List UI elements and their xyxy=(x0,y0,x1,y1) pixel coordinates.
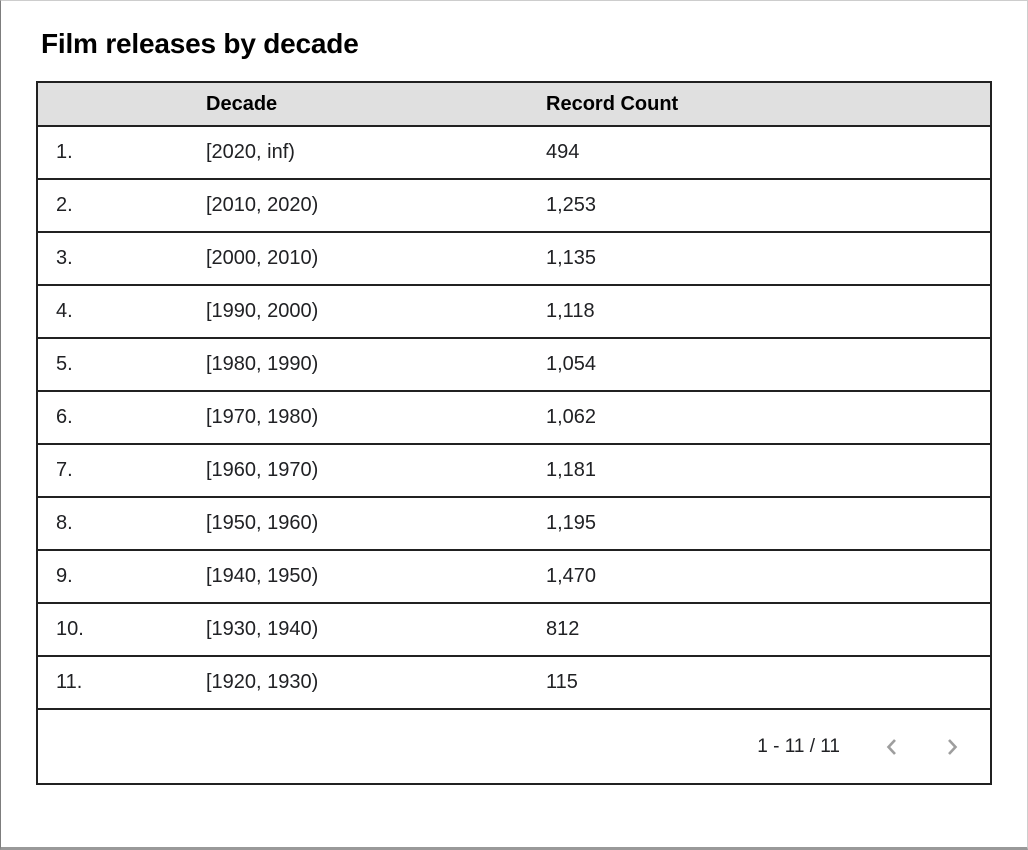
table-row: 9. [1940, 1950) 1,470 xyxy=(38,551,990,604)
row-number: 6. xyxy=(56,406,73,428)
record-count-cell: 1,054 xyxy=(546,353,597,375)
decade-cell: [1940, 1950) xyxy=(206,565,319,587)
decade-cell: [2000, 2010) xyxy=(206,247,319,269)
row-number: 11. xyxy=(56,671,83,693)
decade-cell: [1960, 1970) xyxy=(206,459,319,481)
column-header-decade[interactable]: Decade xyxy=(206,92,278,115)
record-count-cell: 1,470 xyxy=(546,565,597,587)
decade-cell: [1970, 1980) xyxy=(206,406,319,428)
table-row: 5. [1980, 1990) 1,054 xyxy=(38,339,990,392)
table-row: 6. [1970, 1980) 1,062 xyxy=(38,392,990,445)
row-number: 4. xyxy=(56,300,73,322)
record-count-cell: 1,118 xyxy=(546,300,595,322)
row-number: 5. xyxy=(56,353,73,375)
row-number: 2. xyxy=(56,194,73,216)
table-row: 8. [1950, 1960) 1,195 xyxy=(38,498,990,551)
record-count-cell: 1,253 xyxy=(546,194,597,216)
decade-cell: [1920, 1930) xyxy=(206,671,319,693)
record-count-cell: 812 xyxy=(546,618,580,640)
chart-title: Film releases by decade xyxy=(41,28,359,59)
decade-cell: [1930, 1940) xyxy=(206,618,319,640)
decade-cell: [1980, 1990) xyxy=(206,353,319,375)
row-number: 1. xyxy=(56,141,73,163)
row-number: 7. xyxy=(56,459,73,481)
record-count-cell: 1,195 xyxy=(546,512,597,534)
record-count-cell: 1,181 xyxy=(546,459,597,481)
chevron-left-icon xyxy=(886,738,896,755)
decade-cell: [1990, 2000) xyxy=(206,300,319,322)
row-number: 8. xyxy=(56,512,73,534)
decade-table: Decade Record Count 1. [2020, inf) 494 2… xyxy=(36,81,992,785)
table-row: 2. [2010, 2020) 1,253 xyxy=(38,180,990,233)
decade-cell: [2010, 2020) xyxy=(206,194,319,216)
row-number: 3. xyxy=(56,247,73,269)
record-count-cell: 1,062 xyxy=(546,406,597,428)
prev-page-button[interactable] xyxy=(868,723,916,771)
column-header-record-count[interactable]: Record Count xyxy=(546,92,679,115)
decade-cell: [2020, inf) xyxy=(206,141,295,163)
decade-cell: [1950, 1960) xyxy=(206,512,319,534)
table-row: 4. [1990, 2000) 1,118 xyxy=(38,286,990,339)
table-row: 1. [2020, inf) 494 xyxy=(38,127,990,180)
pagination-bar: 1 - 11 / 11 xyxy=(38,710,990,783)
table-header-row: Decade Record Count xyxy=(38,83,990,127)
pagination-range: 1 - 11 / 11 xyxy=(757,735,840,757)
record-count-cell: 1,135 xyxy=(546,247,597,269)
record-count-cell: 115 xyxy=(546,671,578,693)
table-row: 3. [2000, 2010) 1,135 xyxy=(38,233,990,286)
chevron-right-icon xyxy=(948,738,958,755)
row-number: 9. xyxy=(56,565,73,587)
record-count-cell: 494 xyxy=(546,141,580,163)
next-page-button[interactable] xyxy=(928,723,976,771)
table-row: 7. [1960, 1970) 1,181 xyxy=(38,445,990,498)
table-row: 11. [1920, 1930) 115 xyxy=(38,657,990,710)
table-row: 10. [1930, 1940) 812 xyxy=(38,604,990,657)
row-number: 10. xyxy=(56,618,84,640)
